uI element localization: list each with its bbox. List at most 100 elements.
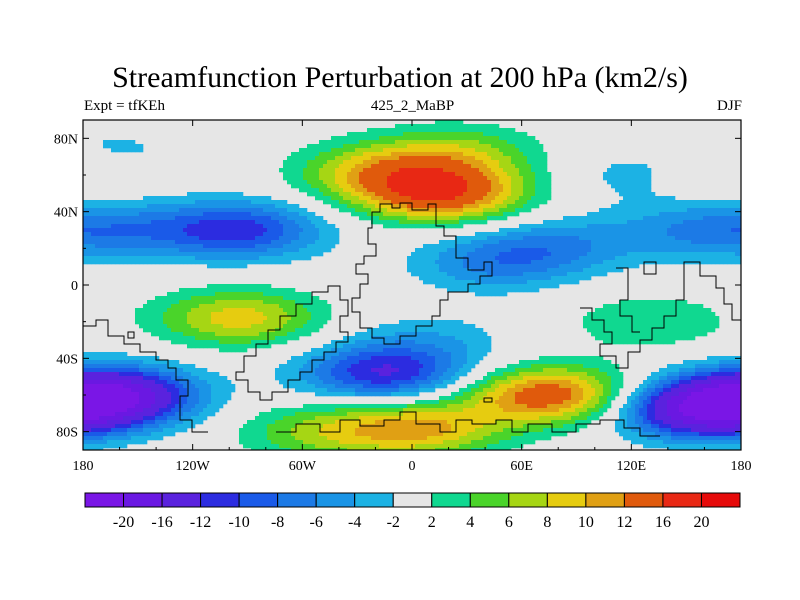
field-cell xyxy=(179,376,184,381)
field-cell xyxy=(431,244,436,249)
field-cell xyxy=(387,212,392,217)
field-cell xyxy=(391,368,396,373)
field-cell xyxy=(395,124,400,129)
field-cell xyxy=(287,220,292,225)
field-cell xyxy=(231,324,236,329)
field-cell xyxy=(271,244,276,249)
field-cell xyxy=(371,160,376,165)
field-cell xyxy=(247,424,252,429)
field-cell xyxy=(219,392,224,397)
field-cell xyxy=(431,384,436,389)
field-cell xyxy=(463,284,468,289)
field-cell xyxy=(291,228,296,233)
field-cell xyxy=(163,396,168,401)
field-cell xyxy=(387,196,392,201)
field-cell xyxy=(455,336,460,341)
field-cell xyxy=(423,400,428,405)
field-cell xyxy=(111,208,116,213)
field-cell xyxy=(347,204,352,209)
field-cell xyxy=(423,132,428,137)
field-cell xyxy=(271,340,276,345)
field-cell xyxy=(403,208,408,213)
field-cell xyxy=(255,240,260,245)
field-cell xyxy=(443,364,448,369)
field-cell xyxy=(419,416,424,421)
field-cell xyxy=(411,268,416,273)
field-cell xyxy=(159,360,164,365)
field-cell xyxy=(355,384,360,389)
field-cell xyxy=(411,260,416,265)
field-cell xyxy=(151,300,156,305)
field-cell xyxy=(383,172,388,177)
field-cell xyxy=(287,176,292,181)
field-cell xyxy=(275,240,280,245)
field-cell xyxy=(383,376,388,381)
field-cell xyxy=(203,412,208,417)
field-cell xyxy=(419,264,424,269)
field-cell xyxy=(135,396,140,401)
field-cell xyxy=(347,208,352,213)
field-cell xyxy=(455,212,460,217)
field-cell xyxy=(471,188,476,193)
field-cell xyxy=(151,428,156,433)
field-cell xyxy=(99,252,104,257)
field-cell xyxy=(291,316,296,321)
field-cell xyxy=(455,216,460,221)
field-cell xyxy=(415,424,420,429)
field-cell xyxy=(471,244,476,249)
field-cell xyxy=(459,364,464,369)
field-cell xyxy=(263,340,268,345)
field-cell xyxy=(167,252,172,257)
field-cell xyxy=(343,196,348,201)
field-cell xyxy=(219,208,224,213)
field-cell xyxy=(407,212,412,217)
field-cell xyxy=(239,284,244,289)
field-cell xyxy=(263,412,268,417)
field-cell xyxy=(135,236,140,241)
field-cell xyxy=(283,256,288,261)
field-cell xyxy=(335,240,340,245)
field-cell xyxy=(379,360,384,365)
field-cell xyxy=(135,148,140,153)
field-cell xyxy=(119,400,124,405)
field-cell xyxy=(223,292,228,297)
field-cell xyxy=(391,420,396,425)
field-cell xyxy=(395,404,400,409)
field-cell xyxy=(435,448,440,450)
field-cell xyxy=(243,212,248,217)
field-cell xyxy=(171,372,176,377)
field-cell xyxy=(463,152,468,157)
field-cell xyxy=(403,148,408,153)
field-cell xyxy=(203,256,208,261)
field-cell xyxy=(203,368,208,373)
field-cell xyxy=(187,412,192,417)
field-cell xyxy=(239,348,244,353)
field-cell xyxy=(295,320,300,325)
field-cell xyxy=(123,236,128,241)
field-cell xyxy=(203,240,208,245)
field-cell xyxy=(247,420,252,425)
field-cell xyxy=(103,424,108,429)
field-cell xyxy=(223,376,228,381)
field-cell xyxy=(295,248,300,253)
field-cell xyxy=(307,180,312,185)
field-cell xyxy=(263,304,268,309)
field-cell xyxy=(379,420,384,425)
field-cell xyxy=(179,400,184,405)
field-cell xyxy=(259,432,264,437)
field-cell xyxy=(91,248,96,253)
field-cell xyxy=(103,432,108,437)
field-cell xyxy=(227,340,232,345)
field-cell xyxy=(423,280,428,285)
field-cell xyxy=(475,128,480,133)
field-cell xyxy=(179,336,184,341)
field-cell xyxy=(111,364,116,369)
field-cell xyxy=(435,216,440,221)
field-cell xyxy=(247,220,252,225)
field-cell xyxy=(459,428,464,433)
field-cell xyxy=(431,184,436,189)
field-cell xyxy=(467,212,472,217)
field-cell xyxy=(323,412,328,417)
field-cell xyxy=(231,220,236,225)
field-cell xyxy=(255,308,260,313)
